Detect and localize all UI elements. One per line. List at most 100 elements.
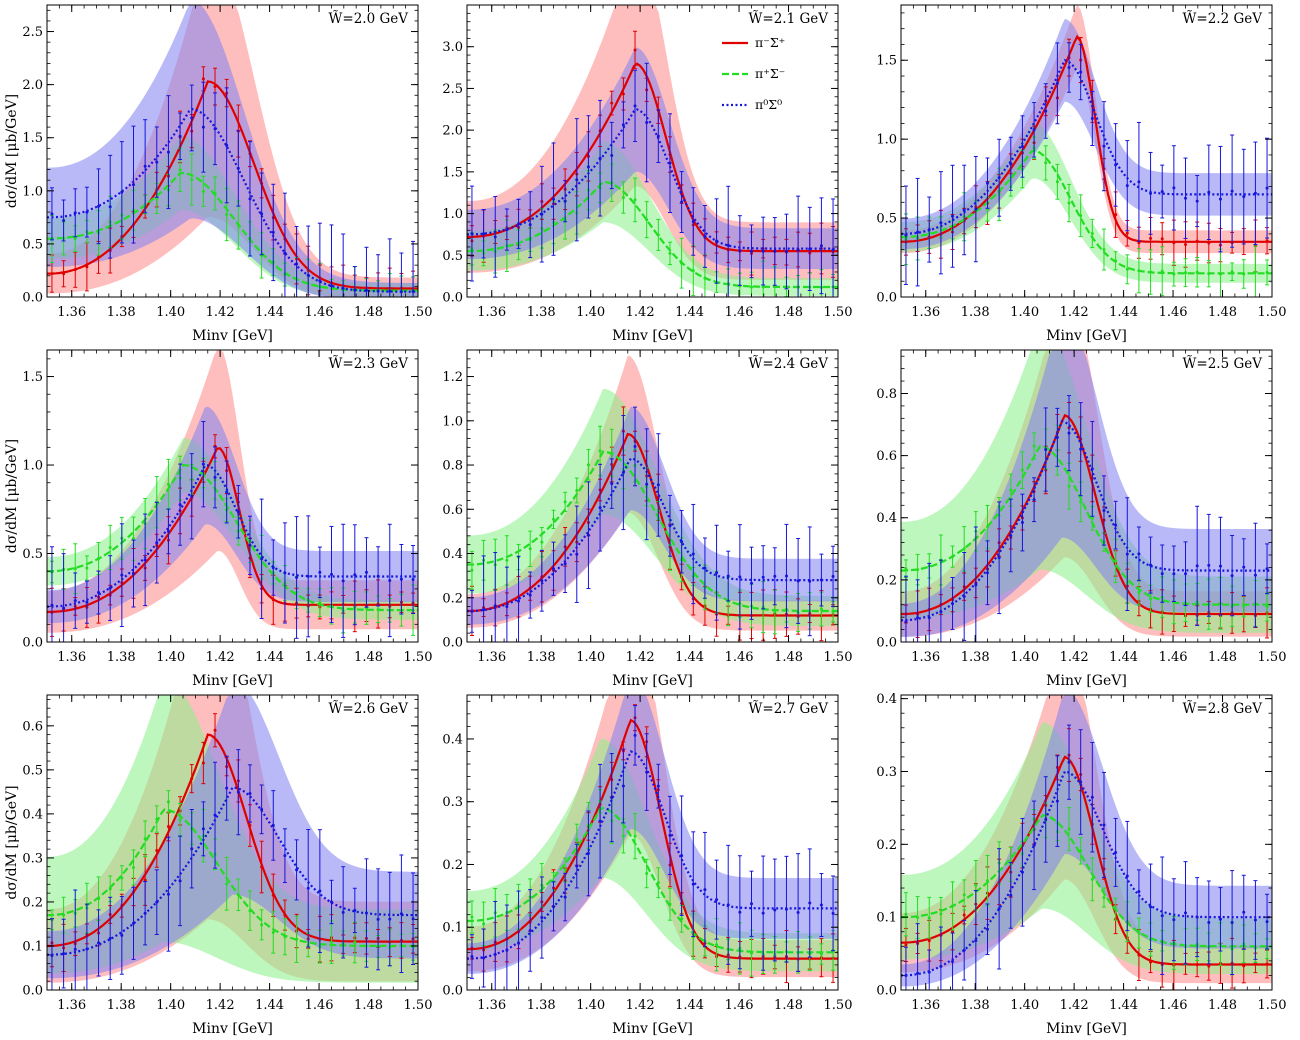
band-pi0_sig0	[901, 350, 1272, 637]
data-point-pip_sigm	[260, 923, 264, 927]
band-pi0_sig0	[467, 47, 838, 269]
y-tick-label: 0.4	[876, 511, 897, 526]
data-point-pi0_sig0	[131, 572, 135, 576]
data-point-pip_sigm	[1184, 271, 1188, 275]
data-point-pi0_sig0	[1230, 189, 1234, 193]
x-tick-label: 1.44	[1109, 650, 1138, 665]
data-point-pip_sigm	[505, 558, 509, 562]
x-axis-label: Minv [GeV]	[192, 328, 273, 344]
curve-pip_sigm	[467, 807, 838, 954]
x-axis-label: Minv [GeV]	[612, 328, 693, 344]
data-point-pi0_sig0	[236, 510, 240, 514]
data-point-pim_sigp	[213, 728, 217, 732]
data-point-pi0_sig0	[283, 854, 287, 858]
data-point-pi0_sig0	[951, 214, 955, 218]
x-tick-label: 1.48	[774, 650, 803, 665]
y-tick-label: 0.5	[22, 547, 43, 562]
data-point-pi0_sig0	[108, 205, 112, 209]
x-tick-label: 1.50	[824, 998, 853, 1013]
x-tick-label: 1.50	[1258, 650, 1287, 665]
data-point-pip_sigm	[1090, 231, 1094, 235]
x-tick-label: 1.42	[626, 305, 655, 320]
y-tick-label: 0.0	[876, 984, 897, 999]
x-tick-label: 1.44	[1109, 305, 1138, 320]
data-point-pim_sigp	[1160, 237, 1164, 241]
data-point-pim_sigp	[610, 101, 614, 105]
plot-area	[467, 695, 838, 990]
data-point-pi0_sig0	[201, 125, 205, 129]
data-point-pi0_sig0	[1032, 128, 1036, 132]
data-point-pi0_sig0	[563, 562, 567, 566]
data-point-pi0_sig0	[155, 160, 159, 164]
data-point-pi0_sig0	[985, 181, 989, 185]
x-tick-label: 1.40	[576, 998, 605, 1013]
x-tick-label: 1.50	[1258, 305, 1287, 320]
data-point-pi0_sig0	[330, 284, 334, 288]
data-point-pi0_sig0	[143, 164, 147, 168]
plot-area	[47, 695, 418, 990]
y-tick-label: 3.0	[442, 40, 463, 55]
y-tick-label: 1.5	[22, 131, 43, 146]
curve-pim_sigp	[47, 733, 418, 948]
data-point-pip_sigm	[528, 547, 532, 551]
data-point-pi0_sig0	[318, 570, 322, 574]
y-tick-label: 1.0	[442, 414, 463, 429]
data-point-pi0_sig0	[598, 819, 602, 823]
data-point-pi0_sig0	[656, 784, 660, 788]
data-point-pi0_sig0	[645, 482, 649, 486]
data-point-pi0_sig0	[1067, 66, 1071, 70]
y-tick-label: 0.5	[22, 763, 43, 778]
data-point-pi0_sig0	[1172, 918, 1176, 922]
data-point-pi0_sig0	[761, 249, 765, 253]
curve-pip_sigm	[467, 450, 838, 613]
data-point-pi0_sig0	[916, 616, 920, 620]
data-point-pip_sigm	[1067, 484, 1071, 488]
data-point-pi0_sig0	[1020, 521, 1024, 525]
data-point-pi0_sig0	[691, 219, 695, 223]
y-tick-label: 0.3	[442, 795, 463, 810]
y-tick-label: 0.6	[22, 719, 43, 734]
data-point-pim_sigp	[201, 77, 205, 81]
curve-pip_sigm	[901, 814, 1272, 948]
data-point-pi0_sig0	[974, 583, 978, 587]
data-point-pi0_sig0	[738, 910, 742, 914]
data-point-pim_sigp	[1149, 236, 1153, 240]
data-point-pi0_sig0	[399, 577, 403, 581]
data-point-pi0_sig0	[633, 733, 637, 737]
data-point-pi0_sig0	[738, 249, 742, 253]
data-point-pip_sigm	[575, 838, 579, 842]
data-point-pip_sigm	[563, 500, 567, 504]
data-point-pi0_sig0	[974, 939, 978, 943]
data-point-pip_sigm	[470, 915, 474, 919]
data-point-pi0_sig0	[190, 116, 194, 120]
x-tick-label: 1.40	[1010, 998, 1039, 1013]
data-point-pi0_sig0	[750, 581, 754, 585]
x-tick-label: 1.40	[576, 650, 605, 665]
panel-2: 1.36 1.38 1.40 1.42 1.44 1.46 1.48 1.50 0.0 0.5 1.…	[442, 4, 852, 344]
data-point-pi0_sig0	[50, 212, 54, 216]
data-point-pi0_sig0	[260, 212, 264, 216]
data-point-pi0_sig0	[1102, 144, 1106, 148]
data-point-pi0_sig0	[738, 575, 742, 579]
data-point-pi0_sig0	[761, 575, 765, 579]
data-point-pi0_sig0	[1172, 186, 1176, 190]
y-tick-label: 0.6	[876, 449, 897, 464]
data-point-pi0_sig0	[939, 221, 943, 225]
x-tick-label: 1.36	[57, 305, 86, 320]
data-point-pip_sigm	[621, 196, 625, 200]
x-tick-label: 1.36	[57, 650, 86, 665]
x-tick-label: 1.48	[1208, 998, 1237, 1013]
data-point-pip_sigm	[1067, 201, 1071, 205]
data-point-pip_sigm	[633, 198, 637, 202]
y-tick-label: 2.0	[442, 124, 463, 139]
y-tick-label: 0.3	[22, 851, 43, 866]
data-point-pim_sigp	[904, 943, 908, 947]
data-point-pim_sigp	[166, 825, 170, 829]
curve-pim_sigp	[901, 413, 1272, 616]
y-tick-label: 1.0	[22, 459, 43, 474]
y-tick-label: 0.0	[442, 984, 463, 999]
data-point-pi0_sig0	[1032, 843, 1036, 847]
data-point-pi0_sig0	[166, 150, 170, 154]
x-tick-label: 1.46	[725, 650, 754, 665]
